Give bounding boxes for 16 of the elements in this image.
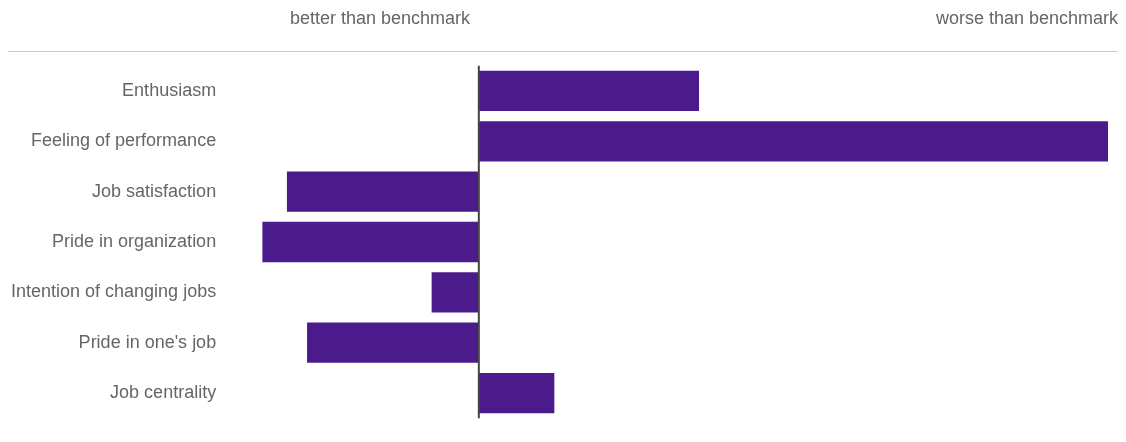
text: worse than benchmark — [935, 8, 1118, 30]
y-tick-label: Job centrality — [110, 382, 217, 402]
y-tick-label: Enthusiasm — [122, 79, 217, 100]
bar — [431, 272, 479, 313]
bar — [478, 372, 555, 414]
y-tick-label: Pride in organization — [52, 230, 217, 251]
bar — [262, 221, 479, 263]
bar — [307, 322, 479, 363]
bar — [286, 171, 479, 212]
text: better than benchmark — [290, 8, 471, 30]
bar — [478, 70, 700, 112]
y-tick-label: Intention of changing jobs — [11, 281, 217, 302]
y-tick-label: Feeling of performance — [31, 130, 217, 151]
y-tick-label: Job satisfaction — [92, 180, 217, 201]
bar — [478, 121, 1108, 162]
y-tick-label: Pride in one's job — [78, 331, 217, 352]
